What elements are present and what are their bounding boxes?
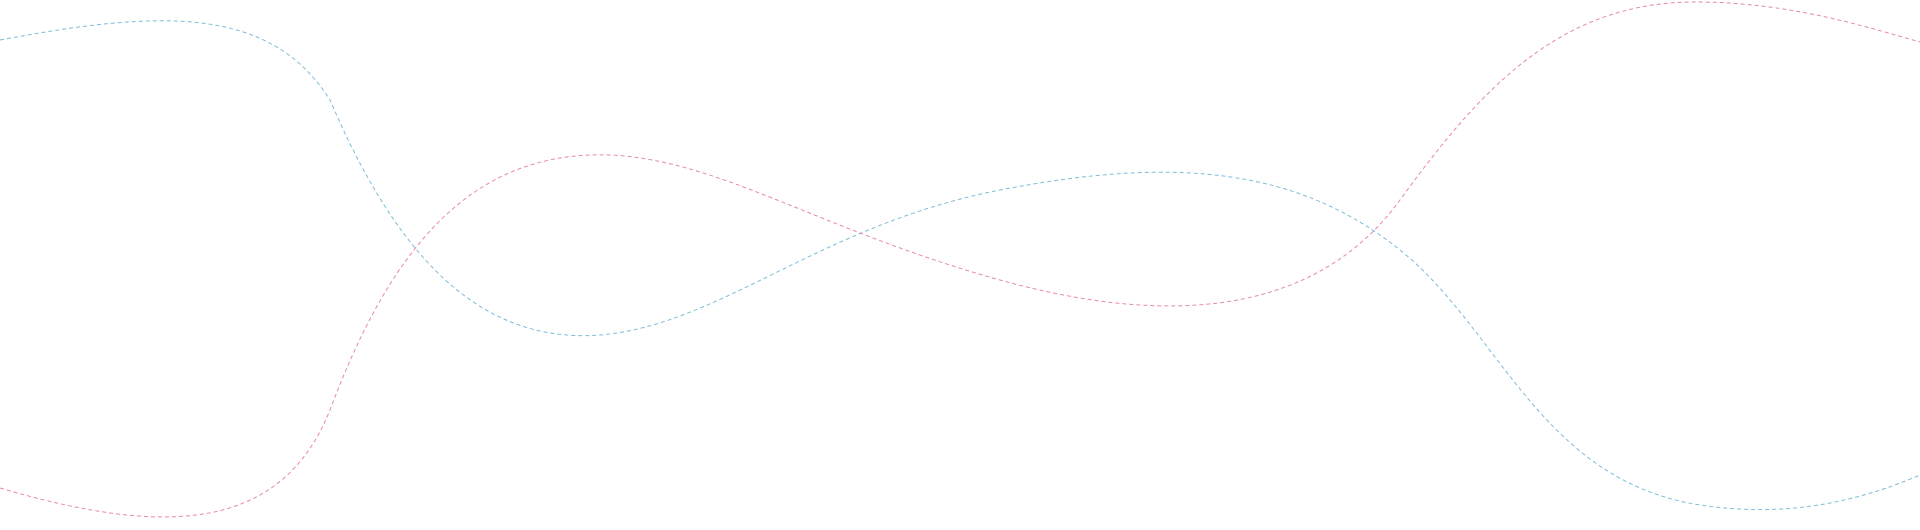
pink-dashed-wave bbox=[0, 1, 1920, 518]
blue-dashed-wave bbox=[0, 20, 1920, 511]
